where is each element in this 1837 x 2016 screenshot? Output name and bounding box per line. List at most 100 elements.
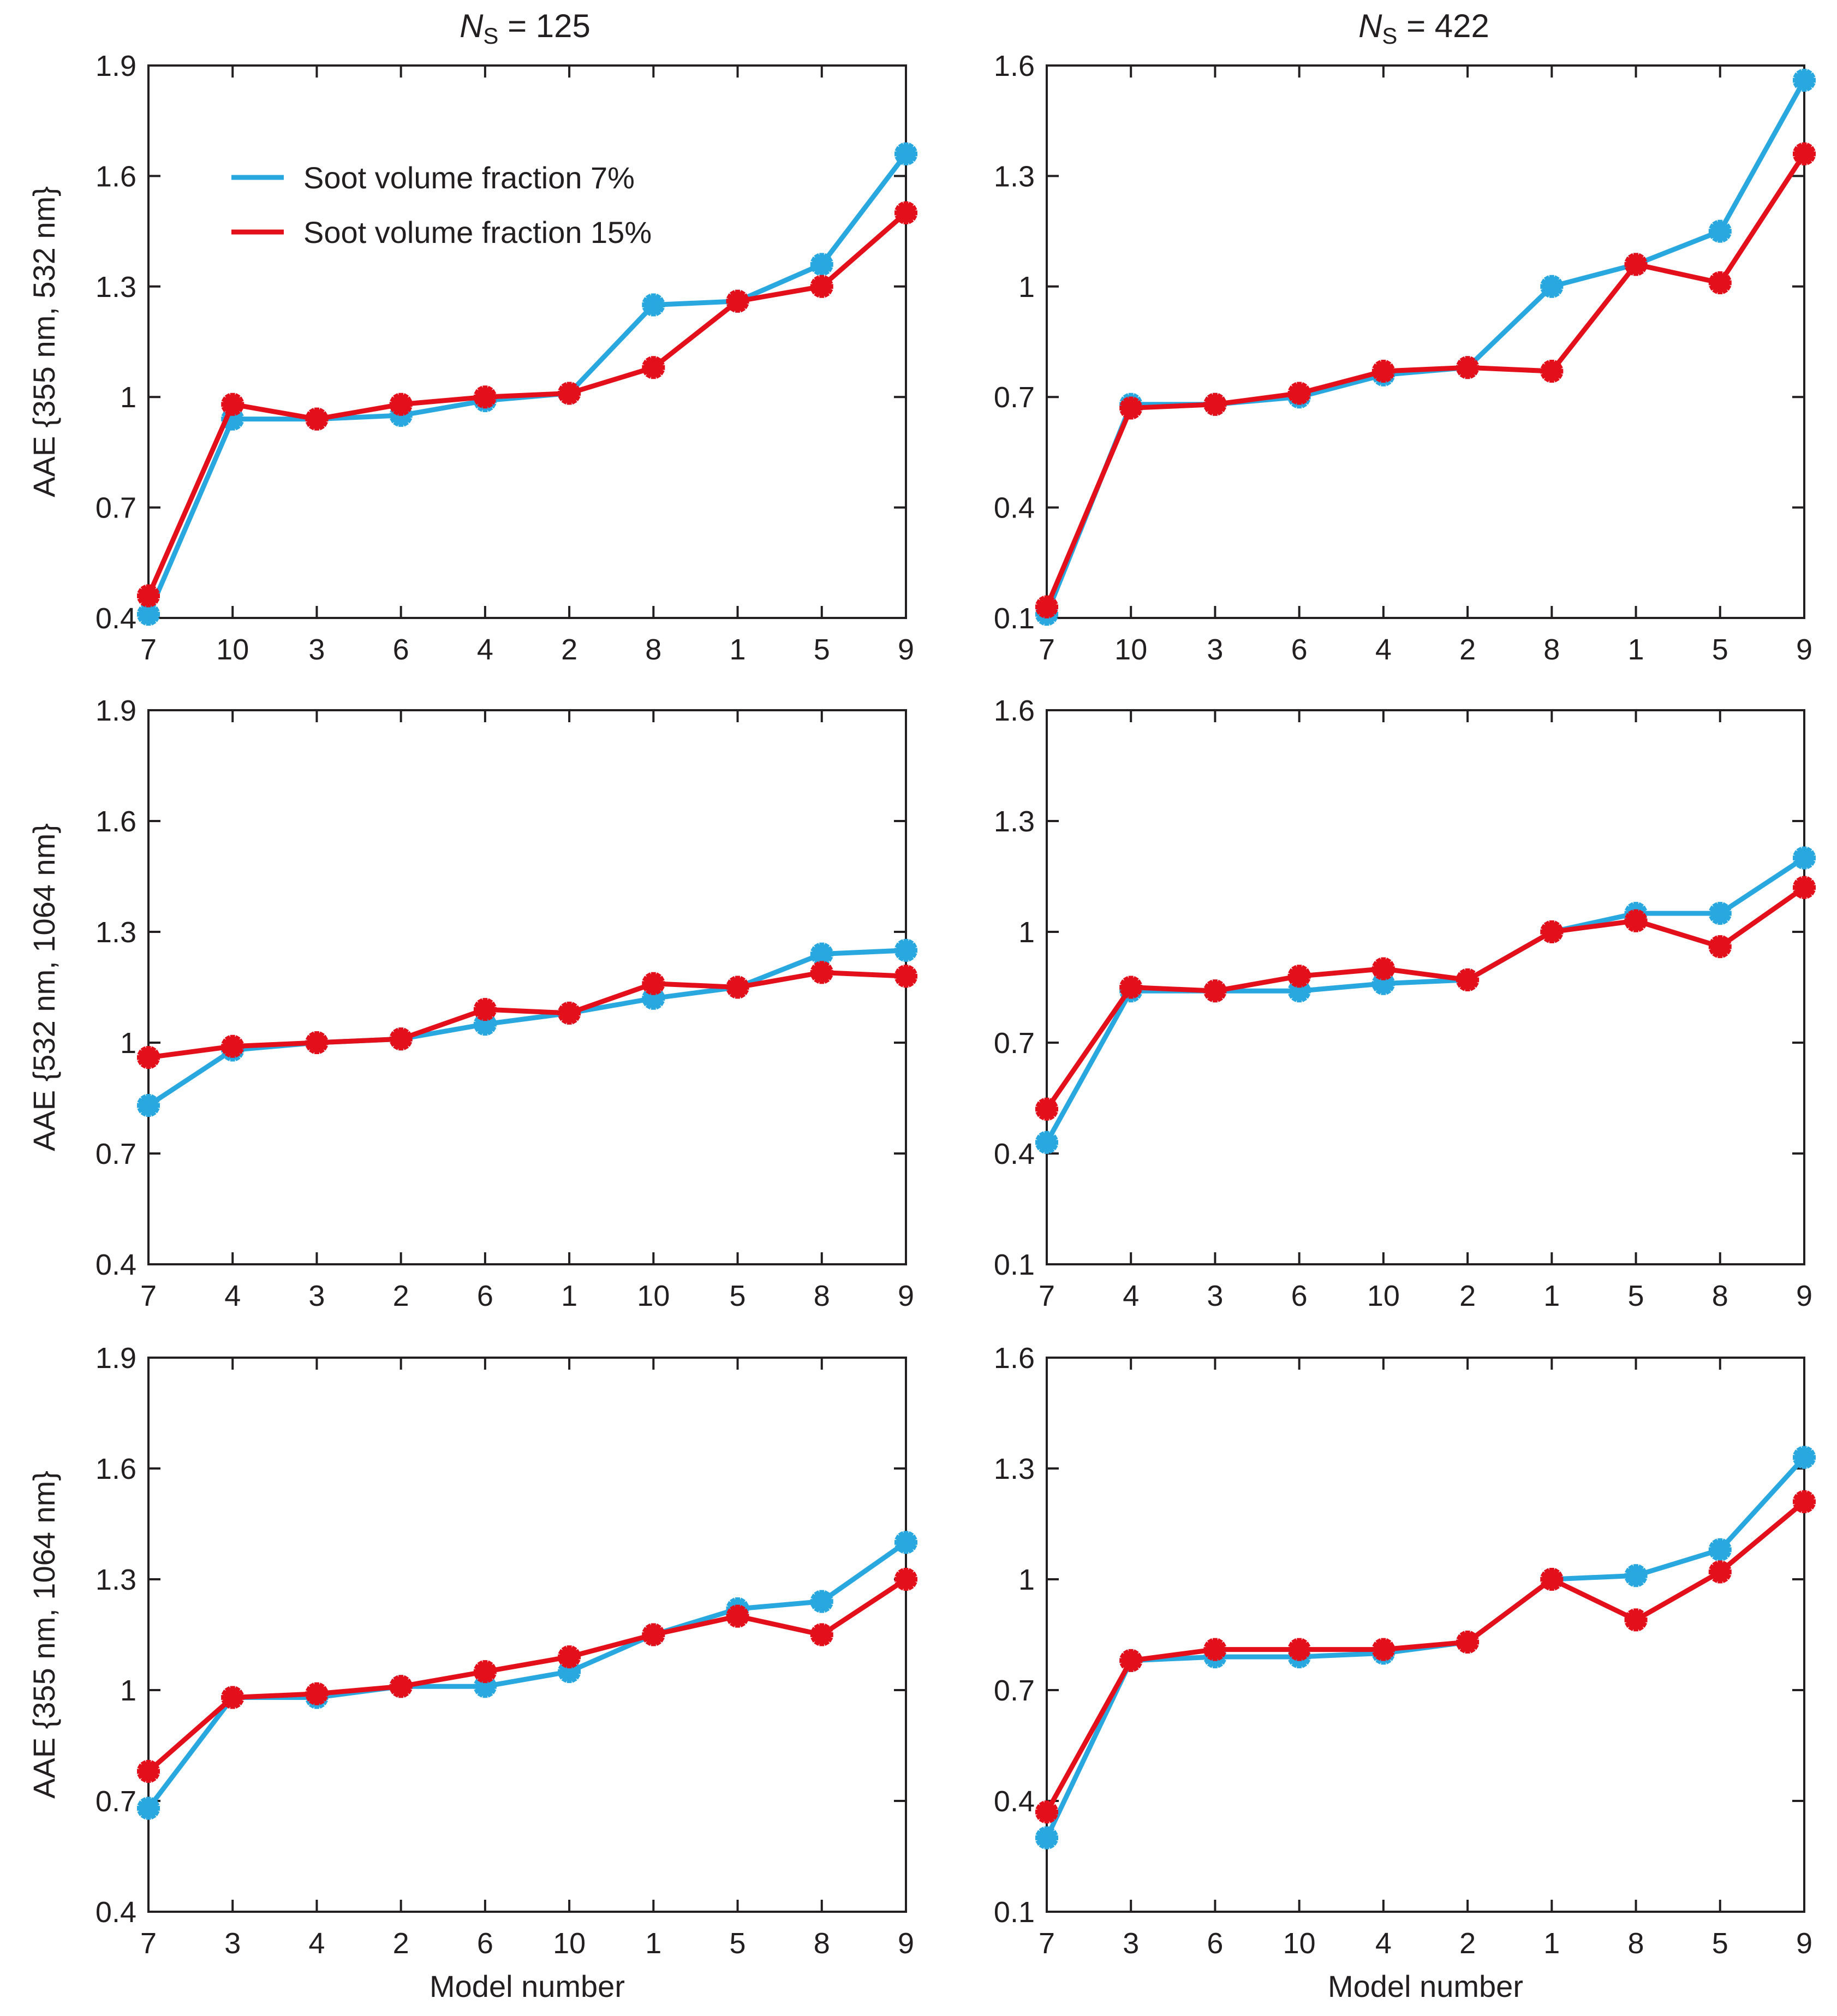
x-tick-label: 1	[730, 633, 746, 666]
x-tick-label: 4	[477, 633, 493, 666]
data-point	[473, 1660, 497, 1684]
series-soot-7	[1035, 68, 1816, 626]
x-tick-label: 1	[1628, 633, 1644, 666]
y-tick-label: 1.6	[96, 160, 136, 193]
x-tick-label: 10	[1283, 1927, 1316, 1960]
x-tick-label: 2	[393, 1927, 409, 1960]
y-tick-label: 1.6	[96, 805, 136, 838]
x-tick-label: 2	[1459, 633, 1476, 666]
y-tick-label: 1	[1018, 271, 1035, 304]
chart-panel-row1-col2: 0.1 0.4 0.7 1 1.3 1.6 7 10 3 6 4 2 8 1 5 9	[994, 50, 1816, 666]
data-point	[1793, 68, 1816, 92]
data-point	[810, 1623, 833, 1646]
data-point	[1119, 1649, 1143, 1672]
data-point	[1287, 965, 1311, 988]
y-tick-label: 0.7	[994, 1027, 1035, 1060]
column-title-right: NS = 422	[1358, 8, 1489, 49]
plot-frame	[1046, 1357, 1805, 1913]
data-point	[1035, 1131, 1058, 1154]
data-point	[810, 961, 833, 984]
x-tick-label: 2	[1459, 1280, 1476, 1312]
data-point	[894, 1531, 917, 1554]
data-point	[1708, 902, 1732, 925]
x-tick-label: 4	[308, 1927, 325, 1960]
data-point	[894, 938, 917, 962]
legend-label: Soot volume fraction 7%	[303, 160, 635, 195]
x-tick-label: 5	[1712, 1927, 1728, 1960]
x-tick-label: 3	[224, 1927, 241, 1960]
x-tick-label: 2	[561, 633, 577, 666]
y-axis-label: AAE {355 nm, 1064 nm}	[27, 1471, 61, 1799]
data-point	[1035, 1826, 1058, 1850]
data-point	[1708, 1560, 1732, 1584]
x-tick-label: 8	[1712, 1280, 1728, 1312]
x-tick-label: 7	[1039, 633, 1055, 666]
data-point	[473, 998, 497, 1021]
x-tick-label: 8	[645, 633, 661, 666]
y-tick-label: 0.7	[96, 1138, 136, 1170]
y-tick-label: 1.3	[96, 271, 136, 304]
x-tick-label: 10	[1114, 633, 1147, 666]
data-point	[1371, 1638, 1395, 1661]
x-tick-label: 6	[477, 1927, 493, 1960]
x-tick-label: 7	[140, 633, 157, 666]
data-point	[137, 1759, 160, 1783]
x-tick-label: 9	[898, 1280, 914, 1312]
data-point	[894, 142, 917, 165]
data-point	[1035, 1097, 1058, 1121]
data-point	[1035, 1800, 1058, 1824]
data-point	[1624, 253, 1648, 276]
y-tick-label: 0.4	[994, 492, 1035, 525]
data-point	[1371, 359, 1395, 383]
y-tick-label: 0.4	[994, 1138, 1035, 1170]
series-soot-15	[137, 961, 917, 1069]
series-soot-15	[1035, 876, 1816, 1121]
plot-frame	[1046, 64, 1805, 619]
data-point	[389, 393, 413, 416]
data-point	[642, 972, 665, 995]
series-line	[1045, 1500, 1806, 1813]
y-tick-label: 1.9	[96, 1342, 136, 1375]
data-point	[1793, 846, 1816, 870]
data-point	[558, 1001, 581, 1025]
x-tick-label: 1	[1543, 1927, 1560, 1960]
data-point	[389, 1675, 413, 1698]
x-tick-label: 4	[1375, 1927, 1392, 1960]
data-point	[1540, 1568, 1564, 1591]
series-line	[147, 948, 906, 1108]
data-point	[1540, 359, 1564, 383]
x-tick-label: 8	[814, 1927, 830, 1960]
y-tick-label: 1	[1018, 916, 1035, 949]
x-tick-label: 9	[898, 633, 914, 666]
y-tick-label: 1.3	[96, 1563, 136, 1596]
x-tick-label: 8	[814, 1280, 830, 1312]
y-tick-label: 0.7	[994, 381, 1035, 414]
data-point	[137, 1094, 160, 1117]
y-tick-label: 1.6	[994, 694, 1035, 727]
y-tick-label: 0.1	[994, 1248, 1035, 1281]
series-line	[147, 1577, 908, 1774]
data-point	[558, 1645, 581, 1669]
x-tick-label: 10	[637, 1280, 670, 1312]
y-tick-label: 0.1	[994, 602, 1035, 635]
data-point	[137, 1046, 160, 1069]
x-tick-label: 8	[1628, 1927, 1644, 1960]
data-point	[1624, 1608, 1648, 1632]
series-line	[146, 211, 908, 597]
plot-frame	[147, 64, 907, 619]
data-point	[642, 293, 665, 317]
data-point	[894, 201, 917, 224]
series-line	[1044, 79, 1806, 615]
y-tick-label: 0.7	[994, 1674, 1035, 1707]
data-point	[558, 382, 581, 405]
x-tick-label: 10	[1367, 1280, 1400, 1312]
series-soot-7	[137, 938, 917, 1117]
data-point	[1708, 935, 1732, 959]
x-tick-label: 5	[730, 1927, 746, 1960]
x-tick-label: 2	[1459, 1927, 1476, 1960]
plot-frame	[147, 1357, 907, 1913]
x-tick-label: 3	[308, 1280, 325, 1312]
x-tick-label: 4	[224, 1280, 241, 1312]
series-line	[1045, 855, 1806, 1144]
chart-panel-row3-col1: 0.4 0.7 1 1.3 1.6 1.9 7 3 4 2 6 10 1 5 8 9 AAE {355 nm, …	[27, 1342, 917, 2003]
